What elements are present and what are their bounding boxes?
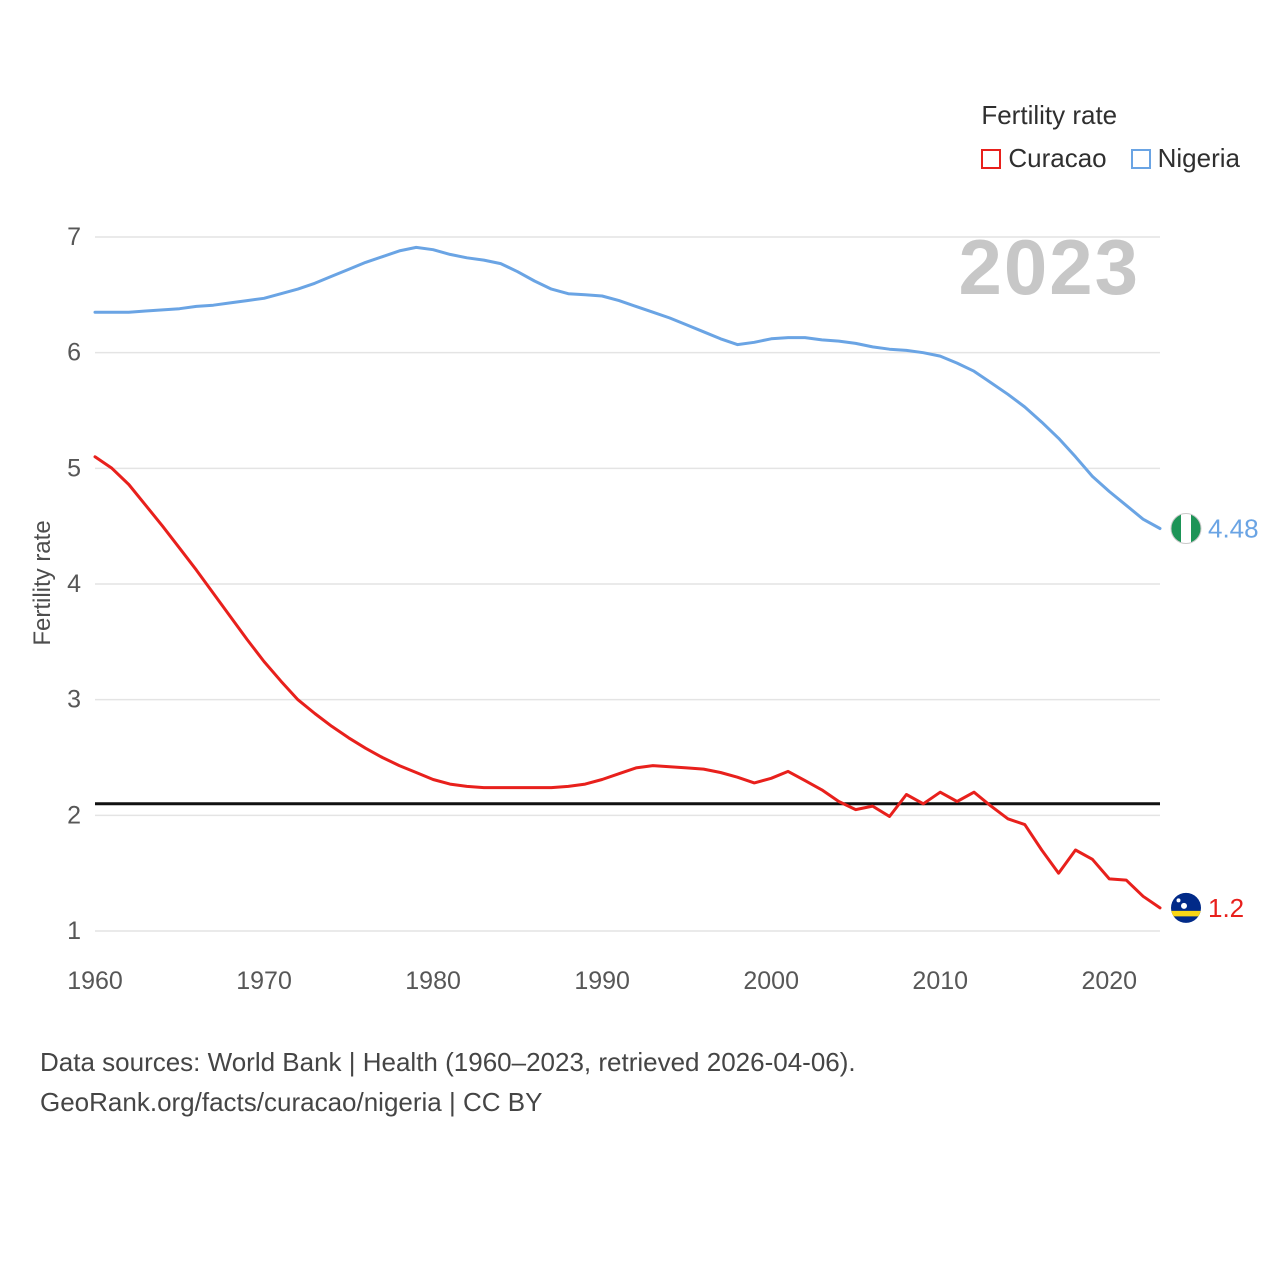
data-source-text: Data sources: World Bank | Health (1960–… [40,1047,856,1077]
legend-title: Fertility rate [981,100,1118,130]
curacao-end-value: 1.2 [1208,893,1244,923]
x-tick-label-1970: 1970 [236,967,292,995]
fertility-rate-chart: 1 2 3 4 5 6 7 1960 1970 1980 1990 2000 2010 2020 1.2 4.… [67,223,1259,995]
curacao-flag-icon [1171,892,1201,923]
legend-item-curacao[interactable]: Curacao [981,143,1107,174]
x-tick-label-1990: 1990 [574,967,630,995]
nigeria-swatch-icon [1130,148,1151,169]
nigeria-line [93,245,1162,530]
legend-item-nigeria[interactable]: Nigeria [1130,143,1240,174]
footer: Data sources: World Bank | Health (1960–… [40,1042,856,1122]
x-tick-label-2010: 2010 [912,967,968,995]
x-tick-label-2020: 2020 [1081,967,1137,995]
x-tick-label-1960: 1960 [67,967,123,995]
curacao-swatch-icon [981,148,1002,169]
nigeria-end-value: 4.48 [1208,513,1259,543]
y-tick-label-5: 5 [67,454,81,482]
legend: Fertility rate Curacao Nigeria [981,100,1240,174]
curacao-line [93,455,1162,910]
legend-items: Curacao Nigeria [981,143,1240,174]
legend-label-curacao: Curacao [1008,143,1107,173]
attribution-text: GeoRank.org/facts/curacao/nigeria | CC B… [40,1087,543,1117]
y-tick-label-7: 7 [67,223,81,251]
y-tick-label-3: 3 [67,686,81,714]
y-tick-label-6: 6 [67,339,81,367]
y-tick-label-4: 4 [67,570,81,598]
x-tick-label-2000: 2000 [743,967,799,995]
x-tick-label-1980: 1980 [405,967,461,995]
nigeria-flag-icon [1170,512,1202,544]
y-tick-label-1: 1 [67,917,81,945]
legend-label-nigeria: Nigeria [1157,143,1240,173]
y-tick-label-2: 2 [67,801,81,829]
